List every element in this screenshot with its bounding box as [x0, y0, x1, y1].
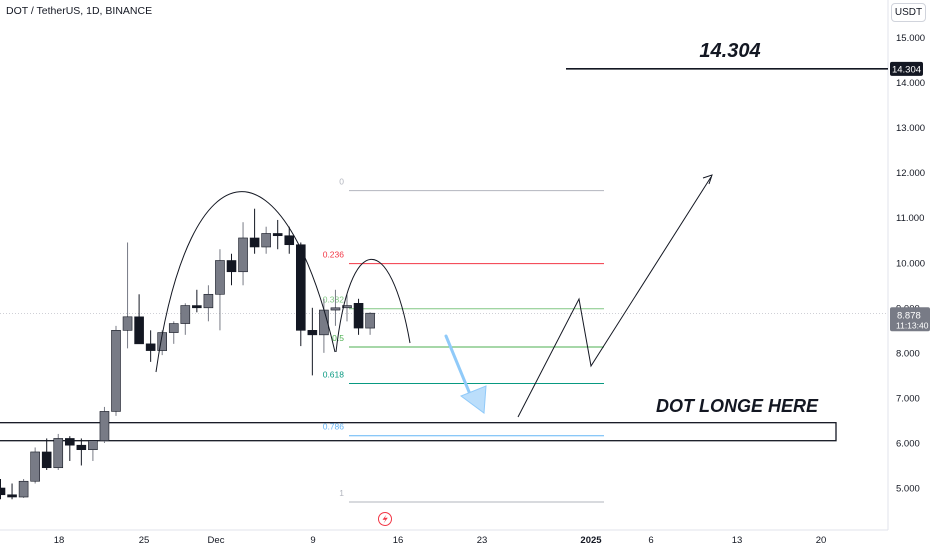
y-tick-label: 7.000	[896, 393, 920, 404]
y-tick-label: 6.000	[896, 438, 920, 449]
candle-body	[192, 305, 202, 309]
candle-body	[261, 233, 271, 248]
y-tick-label: 5.000	[896, 484, 920, 495]
x-tick-label: 25	[139, 535, 150, 546]
currency-button[interactable]: USDT	[891, 3, 926, 22]
candle-body	[215, 260, 225, 295]
fib-level-label: 0.786	[323, 422, 345, 432]
candle-body	[249, 237, 260, 248]
candle-body	[99, 411, 110, 441]
symbol-title: DOT / TetherUS, 1D, BINANCE	[6, 5, 153, 17]
x-tick-label: 20	[816, 535, 827, 546]
candle-body	[365, 312, 375, 329]
y-tick-label: 11.000	[896, 213, 924, 224]
x-tick-label: 2025	[580, 535, 602, 546]
current-price-tag	[890, 307, 930, 332]
candle-body	[18, 480, 29, 498]
candle-body	[111, 330, 121, 412]
fib-level-label: 0.618	[323, 369, 345, 379]
y-tick-label: 10.000	[896, 258, 925, 269]
candle-body	[284, 235, 295, 246]
candle-body	[295, 244, 306, 331]
x-tick-label: 16	[393, 535, 404, 546]
candle-body	[53, 438, 64, 469]
target-label: 14.304	[699, 40, 760, 62]
candle-body	[145, 343, 156, 351]
current-price-label: 8.878	[897, 310, 921, 321]
x-tick-label: 23	[477, 535, 488, 546]
candle-body	[342, 305, 352, 309]
candle-body	[65, 438, 75, 446]
candle-body	[353, 302, 364, 329]
candle-body	[319, 309, 329, 336]
candle-body	[226, 260, 237, 273]
candle-body	[30, 451, 40, 482]
x-tick-label: Dec	[208, 535, 225, 546]
fib-level-label: 0.382	[323, 295, 345, 305]
candle-body	[238, 237, 248, 273]
x-tick-label: 6	[648, 535, 653, 546]
candle-body	[307, 330, 318, 336]
candle-body	[180, 305, 191, 324]
candle-body	[203, 293, 214, 309]
projection-path	[517, 176, 712, 418]
candle-body	[134, 316, 144, 345]
candle-body	[76, 444, 87, 451]
fib-level-label: 0	[339, 177, 344, 187]
arc-drawing-small	[335, 258, 411, 353]
countdown-label: 11:13:40	[896, 320, 929, 330]
projection-arrowhead	[702, 174, 713, 185]
y-tick-label: 12.000	[896, 168, 925, 179]
y-tick-label: 13.000	[896, 123, 925, 134]
target-price-tag-label: 14.304	[892, 64, 921, 75]
support-zone-box	[0, 422, 837, 442]
candle-body	[88, 440, 98, 451]
x-tick-label: 18	[54, 535, 65, 546]
candle-body	[41, 451, 52, 469]
fib-level-label: 1	[339, 488, 344, 498]
entry-label: DOT LONGE HERE	[656, 396, 819, 416]
arc-drawing	[155, 191, 336, 373]
candle-body	[168, 323, 179, 333]
candle-body	[0, 487, 6, 496]
arrow-head	[459, 385, 487, 414]
arrow-shaft	[444, 334, 474, 401]
target-price-tag	[890, 61, 923, 76]
candle-body	[272, 233, 283, 237]
y-tick-label: 8.000	[896, 348, 920, 359]
x-tick-label: 13	[732, 535, 743, 546]
lightning-icon-glyph	[382, 514, 388, 524]
candle-body	[330, 307, 341, 311]
candle-body	[122, 316, 133, 331]
candle-body	[7, 494, 17, 498]
y-tick-label: 14.000	[896, 78, 925, 89]
x-tick-label: 9	[310, 535, 315, 546]
y-tick-label: 15.000	[896, 33, 925, 44]
fib-level-label: 0.236	[323, 250, 345, 260]
